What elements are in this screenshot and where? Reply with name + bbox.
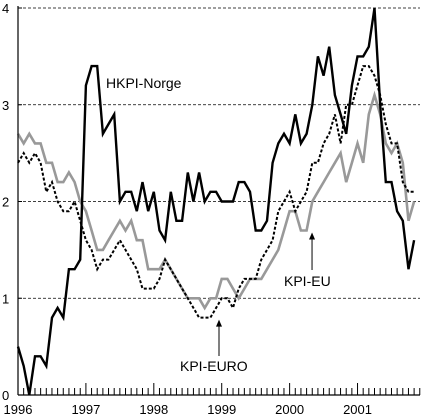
series-layer bbox=[16, 7, 416, 396]
series-line-hkpi-norge bbox=[16, 7, 416, 396]
arrowhead-kpi-euro bbox=[216, 319, 222, 327]
y-tick-label: 3 bbox=[2, 98, 9, 113]
y-tick-label: 4 bbox=[2, 1, 9, 16]
x-tick-label: 1999 bbox=[207, 402, 236, 417]
y-tick-label: 2 bbox=[2, 195, 9, 210]
annotation-hkpi-norge: HKPI-Norge bbox=[106, 75, 182, 91]
arrowhead-kpi-eu bbox=[309, 232, 316, 240]
annotation-kpi-eu: KPI-EU bbox=[284, 273, 331, 289]
y-tick-label: 1 bbox=[2, 291, 9, 306]
x-tick-label: 1998 bbox=[139, 402, 168, 417]
annotation-layer: HKPI-Norge KPI-EU KPI-EURO bbox=[106, 75, 331, 374]
series-line-kpi-eu bbox=[16, 90, 416, 311]
x-tick-label: 2001 bbox=[343, 402, 372, 417]
annotation-kpi-euro: KPI-EURO bbox=[180, 358, 248, 374]
y-tick-label: 0 bbox=[2, 388, 9, 403]
x-tick-label: 1996 bbox=[4, 402, 33, 417]
series-line-kpi-euro bbox=[17, 65, 415, 319]
x-tick-label: 2000 bbox=[275, 402, 304, 417]
x-tick-label: 1997 bbox=[71, 402, 100, 417]
